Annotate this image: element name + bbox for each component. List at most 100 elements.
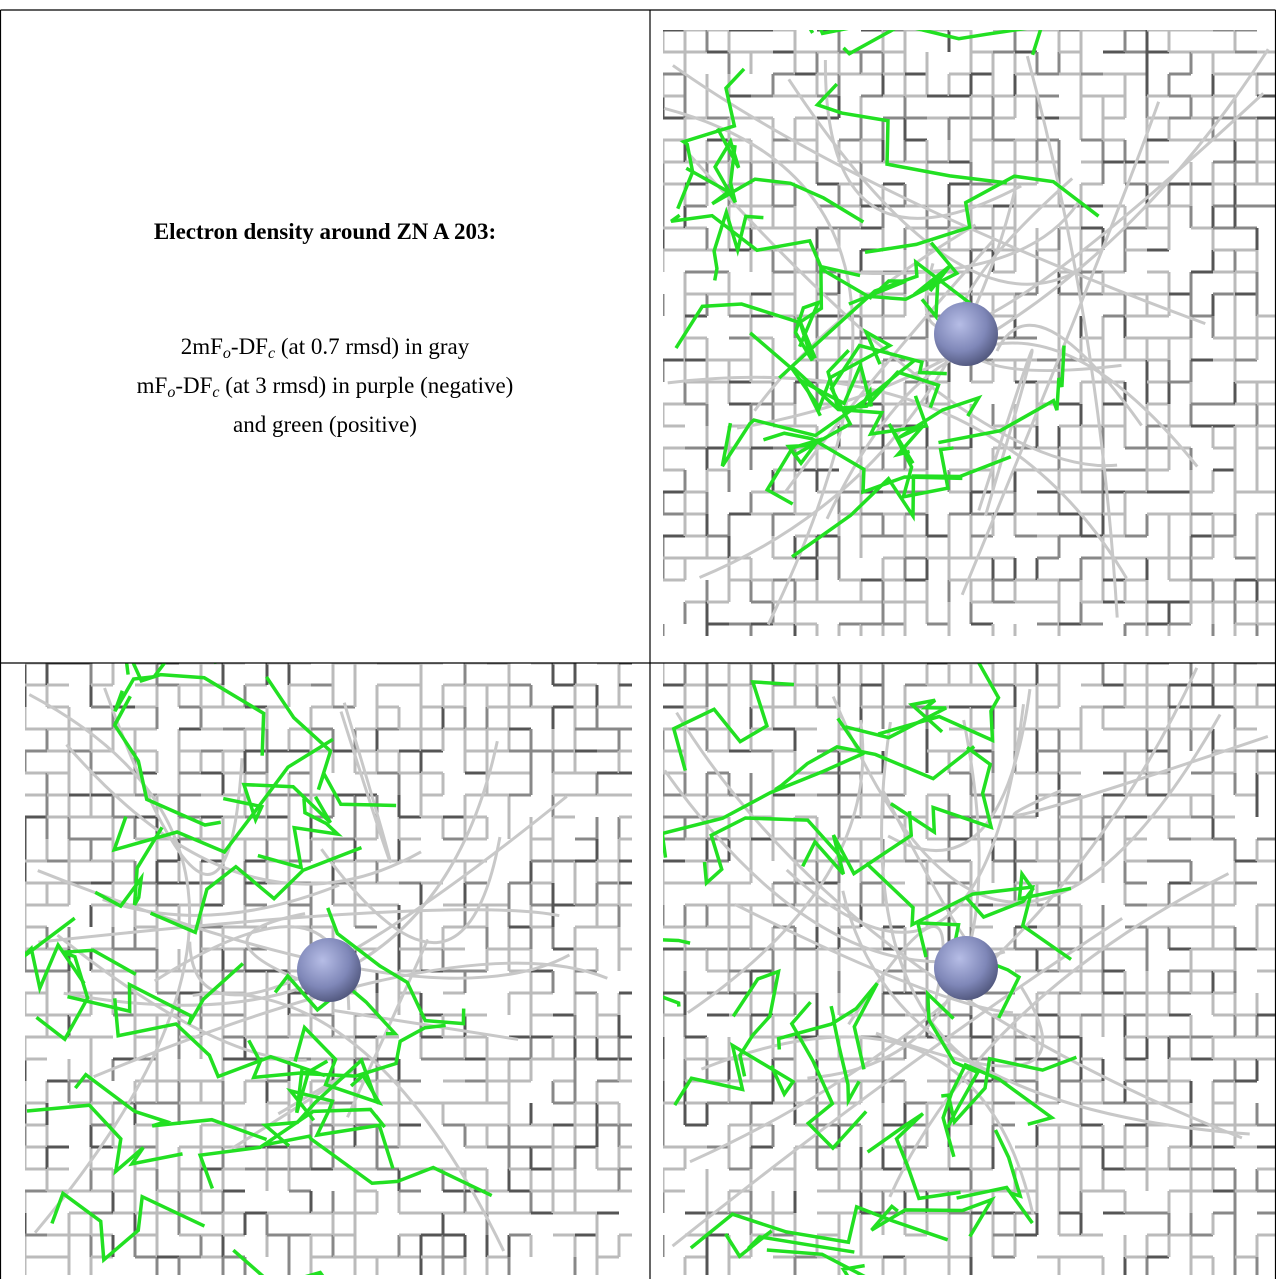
difference-mesh: [676, 67, 746, 210]
mesh-curve: [671, 917, 1124, 1248]
mesh-curve: [672, 64, 1206, 326]
difference-mesh: [925, 989, 981, 1129]
difference-mesh: [671, 679, 795, 772]
zinc-atom: [934, 302, 998, 366]
density-view: [663, 30, 1275, 636]
difference-mesh: [685, 166, 865, 224]
difference-mesh: [689, 1204, 949, 1250]
difference-mesh: [956, 1129, 1034, 1225]
mesh-curve: [1025, 55, 1119, 618]
density-view: [25, 663, 632, 1275]
mesh-curve: [339, 702, 392, 864]
caption-line: 2mFo-DFc (at 0.7 rmsd) in gray: [2, 331, 648, 370]
difference-mesh: [94, 826, 164, 909]
difference-mesh: [941, 1055, 1078, 1126]
difference-mesh: [938, 345, 1066, 445]
mesh-curve: [831, 696, 1222, 904]
difference-mesh: [766, 1248, 866, 1275]
difference-mesh: [670, 213, 861, 278]
subscript: c: [212, 384, 220, 401]
mesh-curve: [888, 872, 1230, 1198]
difference-mesh: [712, 206, 764, 281]
mesh-curve: [320, 836, 502, 945]
difference-mesh: [842, 30, 1043, 56]
difference-mesh: [293, 1024, 384, 1106]
mesh-curve: [785, 704, 1025, 934]
caption-title: Electron density around ZN A 203:: [153, 219, 497, 244]
text: mF: [136, 373, 168, 398]
difference-mesh: [764, 437, 823, 506]
text: -DF: [230, 334, 268, 359]
difference-mesh: [222, 782, 332, 825]
difference-mesh: [112, 695, 222, 827]
difference-mesh: [724, 1229, 855, 1259]
mesh-curve: [995, 323, 1143, 427]
difference-mesh: [25, 916, 86, 995]
difference-mesh: [720, 359, 916, 468]
difference-mesh: [197, 1107, 387, 1190]
difference-mesh: [713, 127, 741, 204]
mesh-curve: [663, 106, 855, 626]
difference-mesh: [887, 422, 954, 500]
mesh-curve: [700, 1035, 1035, 1216]
difference-mesh: [877, 663, 1001, 744]
difference-mesh: [864, 174, 1100, 255]
caption-description: 2mFo-DFc (at 0.7 rmsd) in gray mFo-DFc (…: [2, 331, 648, 441]
difference-mesh: [870, 1196, 996, 1238]
mesh-curve: [887, 688, 1032, 853]
difference-mesh: [663, 717, 865, 858]
difference-mesh: [791, 455, 1012, 559]
difference-mesh: [257, 798, 343, 871]
mesh-curve: [881, 790, 980, 955]
difference-mesh: [844, 698, 947, 740]
text-cell: Electron density around ZN A 203: 2mFo-D…: [2, 11, 648, 661]
mesh-curve: [736, 48, 1270, 430]
difference-mesh: [829, 1005, 861, 1108]
difference-mesh: [913, 265, 951, 322]
difference-mesh: [264, 675, 397, 808]
mesh-curve: [783, 240, 994, 494]
difference-mesh: [50, 1190, 206, 1264]
difference-mesh: [865, 861, 1073, 961]
text: (at 3 rmsd) in purple (negative): [219, 373, 514, 398]
mesh-curve: [823, 59, 1022, 220]
mesh-curve: [63, 740, 499, 1007]
mesh-curve: [103, 687, 244, 876]
difference-mesh: [326, 907, 466, 1026]
mesh-curve: [686, 719, 865, 1014]
density-view: [663, 663, 1275, 1275]
mesh-curve: [28, 693, 192, 1234]
difference-mesh: [774, 745, 976, 792]
zinc-atom: [934, 936, 998, 1000]
text: and green (positive): [233, 412, 417, 437]
difference-mesh: [67, 962, 245, 1026]
subscript: c: [267, 345, 276, 362]
difference-mesh: [814, 82, 1007, 185]
text: 2mF: [180, 334, 223, 359]
difference-mesh: [866, 1112, 961, 1201]
text: -DF: [175, 373, 213, 398]
difference-mesh: [73, 1072, 268, 1142]
caption-line: and green (positive): [2, 409, 648, 441]
mesh-curve: [188, 795, 568, 997]
difference-mesh: [889, 746, 994, 836]
difference-mesh: [801, 810, 914, 877]
mesh-curve: [102, 883, 340, 917]
difference-mesh: [762, 431, 963, 495]
difference-mesh: [731, 968, 781, 1077]
difference-mesh: [776, 982, 879, 1070]
subscript: o: [167, 384, 176, 401]
mesh-curve: [667, 375, 1128, 580]
mesh-curve: [38, 908, 560, 944]
difference-mesh: [663, 938, 691, 1007]
mesh-curve: [880, 721, 986, 1074]
subscript: o: [222, 345, 231, 362]
difference-mesh: [264, 1134, 493, 1198]
text: (at 0.7 rmsd) in gray: [275, 334, 470, 359]
mesh-curve: [192, 992, 506, 1252]
difference-mesh: [124, 663, 266, 756]
difference-mesh: [941, 1062, 1056, 1158]
difference-mesh: [789, 1000, 868, 1151]
